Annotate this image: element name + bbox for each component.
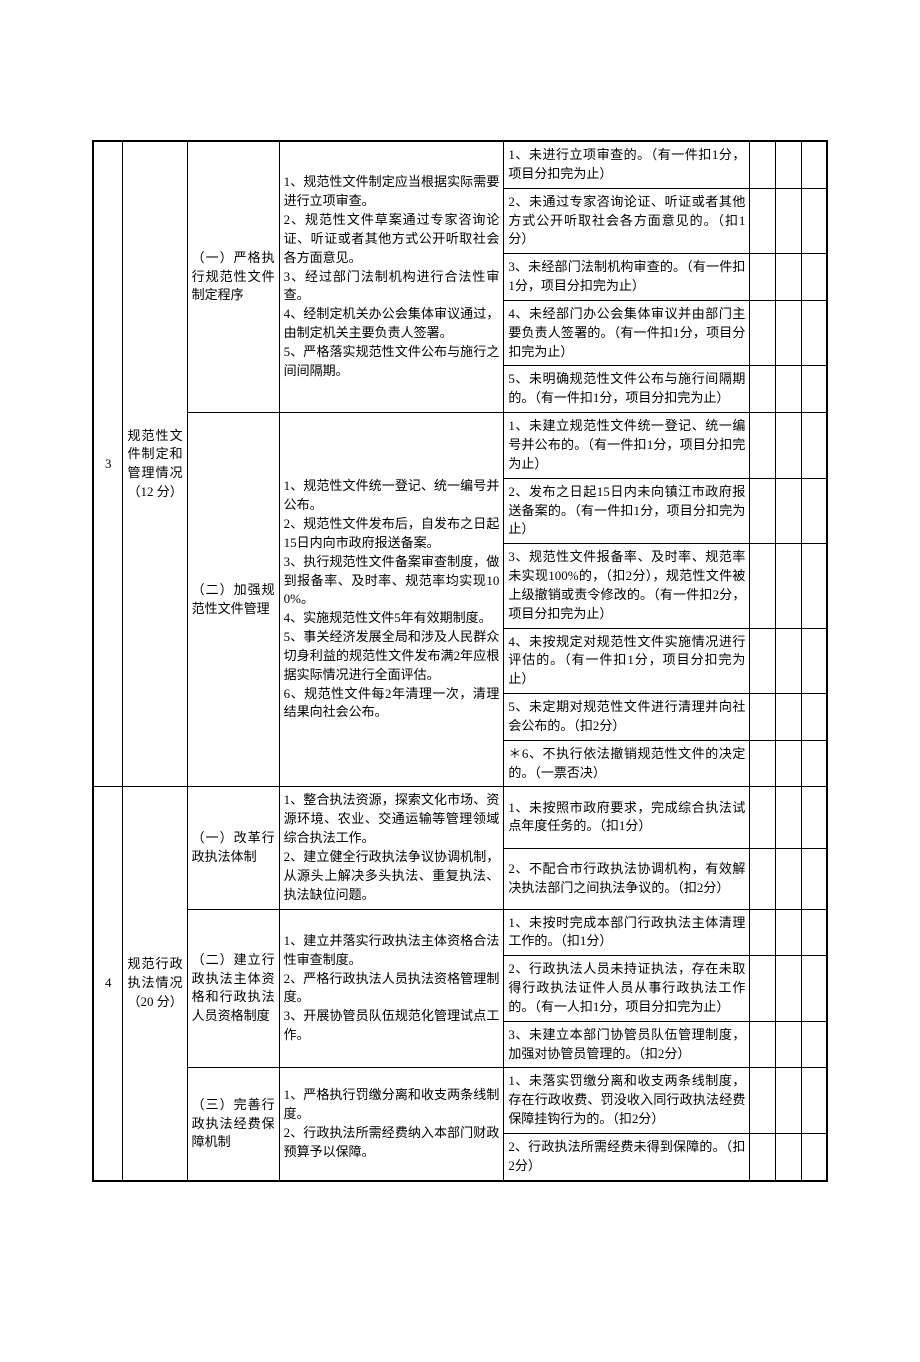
score-cell (776, 254, 802, 301)
subsection-desc: 1、建立并落实行政执法主体资格合法性审查制度。 2、严格行政执法人员执法资格管理… (279, 909, 504, 1068)
score-cell (776, 1021, 802, 1068)
score-cell (750, 787, 776, 848)
score-cell (801, 544, 827, 628)
deduction-item: 5、未明确规范性文件公布与施行间隔期的。（有一件扣1分，项目分扣完为止） (504, 366, 750, 413)
score-cell (801, 956, 827, 1022)
score-cell (801, 413, 827, 479)
deduction-item: 1、未落实罚缴分离和收支两条线制度，存在行政收费、罚没收入同行政执法经费保障挂钩… (504, 1068, 750, 1134)
score-cell (750, 628, 776, 694)
section-title: 规范性文件制定和管理情况（12 分） (123, 141, 187, 787)
evaluation-table: 3规范性文件制定和管理情况（12 分）（一）严格执行规范性文件制定程序1、规范性… (92, 140, 828, 1182)
score-cell (750, 366, 776, 413)
score-cell (776, 694, 802, 741)
score-cell (776, 544, 802, 628)
score-cell (750, 1133, 776, 1180)
score-cell (750, 254, 776, 301)
deduction-item: 2、发布之日起15日内未向镇江市政府报送备案的。（有一件扣1分，项目分扣完为止） (504, 478, 750, 544)
deduction-item: 2、不配合市行政执法协调机构，有效解决执法部门之间执法争议的。（扣2分） (504, 848, 750, 909)
score-cell (750, 300, 776, 366)
subsection-desc: 1、整合执法资源，探索文化市场、资源环境、农业、交通运输等管理领域综合执法工作。… (279, 787, 504, 909)
score-cell (801, 478, 827, 544)
score-cell (801, 909, 827, 956)
score-cell (776, 188, 802, 254)
score-cell (801, 694, 827, 741)
score-cell (801, 628, 827, 694)
subsection-title: （一）改革行政执法体制 (187, 787, 279, 909)
deduction-item: 2、行政执法人员未持证执法，存在未取得行政执法证件人员从事行政执法工作的。（有一… (504, 956, 750, 1022)
deduction-item: 4、未经部门办公会集体审议并由部门主要负责人签署的。（有一件扣1分，项目分扣完为… (504, 300, 750, 366)
score-cell (776, 787, 802, 848)
subsection-title: （一）严格执行规范性文件制定程序 (187, 141, 279, 413)
score-cell (776, 1068, 802, 1134)
deduction-item: 3、未建立本部门协管员队伍管理制度，加强对协管员管理的。（扣2分） (504, 1021, 750, 1068)
score-cell (801, 848, 827, 909)
score-cell (776, 478, 802, 544)
score-cell (750, 848, 776, 909)
deduction-item: 5、未定期对规范性文件进行清理并向社会公布的。（扣2分） (504, 694, 750, 741)
score-cell (776, 740, 802, 787)
score-cell (750, 909, 776, 956)
score-cell (801, 1021, 827, 1068)
deduction-item: 3、规范性文件报备率、及时率、规范率未实现100%的，（扣2分），规范性文件被上… (504, 544, 750, 628)
score-cell (750, 694, 776, 741)
deduction-item: 1、未建立规范性文件统一登记、统一编号并公布的。（有一件扣1分，项目分扣完为止） (504, 413, 750, 479)
score-cell (776, 366, 802, 413)
deduction-item: 4、未按规定对规范性文件实施情况进行评估的。（有一件扣1分，项目分扣完为止） (504, 628, 750, 694)
subsection-desc: 1、规范性文件制定应当根据实际需要进行立项审查。 2、规范性文件草案通过专家咨询… (279, 141, 504, 413)
score-cell (776, 300, 802, 366)
subsection-desc: 1、严格执行罚缴分离和收支两条线制度。 2、行政执法所需经费纳入本部门财政预算予… (279, 1068, 504, 1181)
section-number: 3 (93, 141, 123, 787)
subsection-title: （二）建立行政执法主体资格和行政执法人员资格制度 (187, 909, 279, 1068)
score-cell (801, 740, 827, 787)
score-cell (801, 254, 827, 301)
score-cell (776, 956, 802, 1022)
deduction-item: 2、未通过专家咨询论证、听证或者其他方式公开听取社会各方面意见的。（扣1分） (504, 188, 750, 254)
score-cell (750, 188, 776, 254)
score-cell (801, 300, 827, 366)
score-cell (776, 628, 802, 694)
score-cell (750, 544, 776, 628)
score-cell (750, 740, 776, 787)
section-title: 规范行政执法情况（20 分） (123, 787, 187, 1181)
section-number: 4 (93, 787, 123, 1181)
score-cell (776, 1133, 802, 1180)
score-cell (801, 366, 827, 413)
score-cell (750, 478, 776, 544)
subsection-desc: 1、规范性文件统一登记、统一编号并公布。 2、规范性文件发布后，自发布之日起15… (279, 413, 504, 787)
score-cell (801, 1133, 827, 1180)
score-cell (801, 188, 827, 254)
score-cell (750, 1021, 776, 1068)
score-cell (776, 848, 802, 909)
deduction-item: 1、未进行立项审查的。（有一件扣1分，项目分扣完为止） (504, 141, 750, 188)
score-cell (801, 1068, 827, 1134)
score-cell (750, 1068, 776, 1134)
score-cell (750, 141, 776, 188)
deduction-item: 3、未经部门法制机构审查的。（有一件扣1分，项目分扣完为止） (504, 254, 750, 301)
deduction-item: ＊6、不执行依法撤销规范性文件的决定的。（一票否决） (504, 740, 750, 787)
subsection-title: （二）加强规范性文件管理 (187, 413, 279, 787)
score-cell (801, 787, 827, 848)
score-cell (750, 956, 776, 1022)
subsection-title: （三）完善行政执法经费保障机制 (187, 1068, 279, 1181)
score-cell (776, 413, 802, 479)
score-cell (776, 141, 802, 188)
score-cell (750, 413, 776, 479)
deduction-item: 1、未按时完成本部门行政执法主体清理工作的。（扣1分） (504, 909, 750, 956)
deduction-item: 2、行政执法所需经费未得到保障的。（扣2分） (504, 1133, 750, 1180)
deduction-item: 1、未按照市政府要求，完成综合执法试点年度任务的。（扣1分） (504, 787, 750, 848)
score-cell (801, 141, 827, 188)
score-cell (776, 909, 802, 956)
